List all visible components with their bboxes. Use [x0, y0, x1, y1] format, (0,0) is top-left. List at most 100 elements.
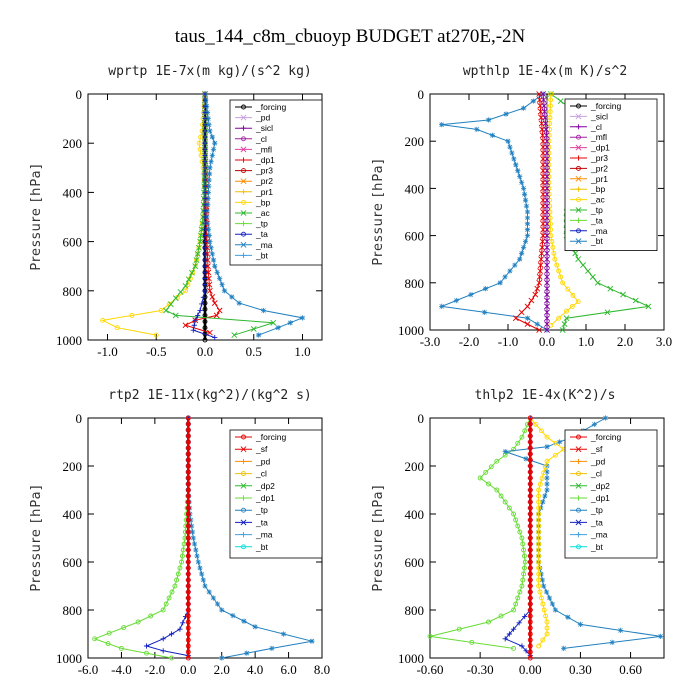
legend-entry: _cl: [255, 134, 267, 144]
data-point: [522, 559, 528, 565]
data-point: [191, 322, 197, 328]
data-point: [544, 214, 550, 221]
data-point: [558, 274, 564, 280]
data-point: [547, 115, 553, 121]
data-point: [540, 96, 547, 103]
data-point: [537, 565, 543, 571]
data-point: [536, 273, 543, 280]
data-point: [469, 639, 475, 645]
data-point: [511, 645, 517, 651]
data-point: [658, 633, 664, 639]
y-tick-label: 600: [405, 555, 425, 570]
y-tick-label: 200: [63, 136, 83, 151]
data-point: [197, 146, 203, 152]
data-point: [199, 571, 205, 577]
data-point: [527, 613, 533, 619]
data-point: [527, 427, 533, 433]
panels: wprtp 1E-7x(m kg)/(s^2 kg) Pressure [hPa]…: [29, 64, 672, 677]
legend-entry: _dp1: [255, 493, 275, 503]
y-tick-label: 400: [63, 185, 83, 200]
data-point: [522, 428, 528, 434]
data-point: [544, 197, 550, 204]
legend: _forcing_pd_sicl_cl_mfl_dp1_pr3_pr2_pr1_…: [229, 99, 323, 266]
y-tick-label: 400: [63, 507, 83, 522]
data-point: [527, 607, 533, 613]
series-dp1: [427, 415, 533, 651]
data-point: [527, 583, 533, 589]
data-point: [106, 630, 112, 636]
legend-marker: [241, 471, 246, 477]
y-tick-label: 800: [63, 603, 83, 618]
data-point: [536, 499, 542, 505]
legend-entry: _ac: [590, 195, 605, 205]
data-point: [569, 303, 575, 309]
data-point: [536, 565, 542, 571]
series-line: [439, 93, 548, 331]
legend-marker: [576, 228, 581, 234]
legend-entry: _pd: [255, 113, 270, 123]
data-point: [202, 337, 208, 343]
legend-marker: [576, 507, 581, 513]
data-point: [556, 439, 563, 445]
data-point: [482, 309, 488, 315]
panel-3: rtp2 1E-11x(kg^2)/(kg^2 s) Pressure [hPa]…: [29, 388, 330, 677]
data-point: [182, 322, 189, 329]
data-point: [527, 559, 533, 565]
data-point: [180, 620, 186, 626]
data-point: [516, 620, 522, 626]
data-point: [202, 183, 208, 189]
data-point: [617, 627, 624, 633]
x-tick-label: 0.30: [569, 662, 592, 677]
data-point: [527, 505, 533, 511]
data-point: [185, 457, 191, 463]
data-point: [486, 619, 491, 625]
data-point: [210, 146, 217, 152]
data-point: [185, 541, 191, 547]
data-point: [551, 250, 557, 256]
data-point: [202, 257, 208, 263]
x-tick-label: 8.0: [314, 662, 330, 677]
data-point: [185, 583, 191, 589]
data-point: [544, 291, 550, 298]
data-point: [202, 109, 208, 116]
data-point: [121, 625, 127, 631]
data-point: [544, 273, 550, 280]
data-point: [547, 221, 553, 227]
legend-entry: _ma: [590, 226, 608, 236]
data-point: [527, 499, 533, 505]
figure-title: taus_144_c8m_cbuoyp BUDGET at270E,-2N: [175, 26, 526, 47]
data-point: [182, 282, 189, 289]
data-point: [189, 523, 195, 529]
legend-entry: _pr3: [255, 166, 273, 176]
data-point: [543, 589, 550, 595]
data-point: [523, 203, 530, 209]
data-point: [196, 140, 202, 146]
data-point: [506, 631, 512, 637]
legend-entry: _dp2: [590, 481, 610, 491]
data-point: [544, 475, 550, 481]
data-point: [527, 481, 533, 487]
x-tick-label: -0.5: [146, 344, 167, 359]
data-point: [536, 535, 542, 541]
data-point: [494, 458, 500, 464]
data-point: [536, 505, 542, 511]
data-point: [524, 233, 531, 239]
legend-marker: [575, 446, 582, 453]
data-point: [620, 291, 626, 298]
legend-marker: [241, 544, 246, 550]
series-line: [93, 418, 189, 659]
data-point: [191, 541, 198, 547]
data-point: [544, 315, 550, 322]
data-point: [209, 251, 215, 257]
data-point: [527, 649, 533, 655]
data-point: [544, 144, 550, 151]
x-tick-label: -4.0: [111, 662, 132, 677]
data-point: [549, 239, 555, 244]
data-point: [544, 256, 550, 263]
data-point: [515, 440, 521, 446]
legend-entry: _dp1: [590, 143, 610, 153]
data-point: [214, 601, 221, 607]
data-point: [190, 327, 196, 333]
data-point: [209, 152, 215, 159]
data-point: [527, 433, 533, 439]
